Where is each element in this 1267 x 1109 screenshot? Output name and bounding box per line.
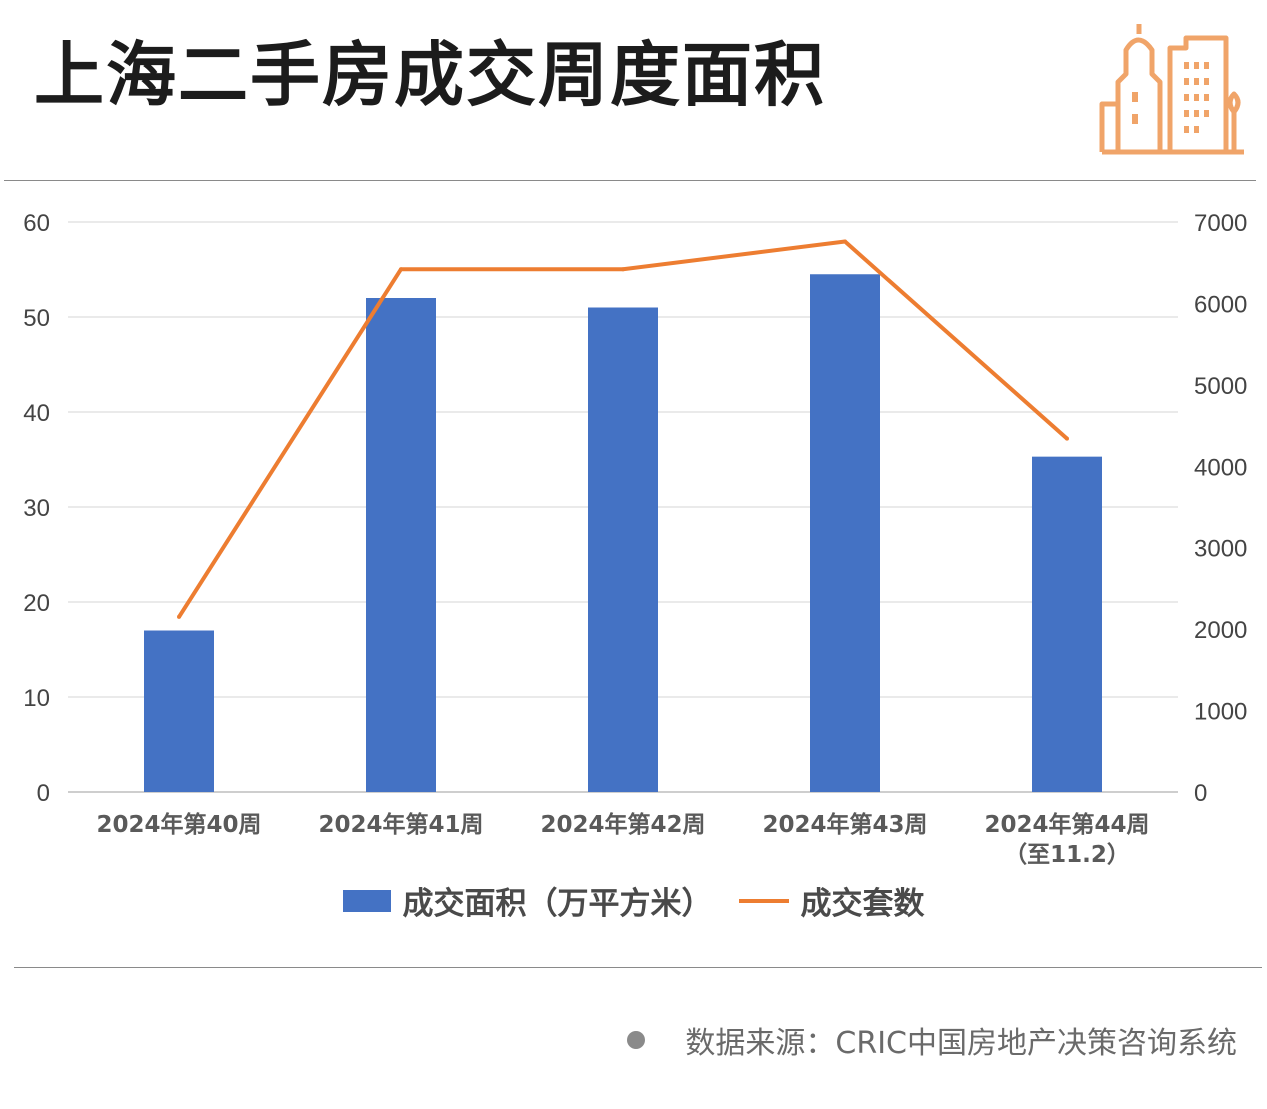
x-tick-label: （至11.2）: [1004, 841, 1130, 868]
source-note: 数据来源：CRIC中国房地产决策咨询系统: [627, 1018, 1237, 1062]
bar: [588, 307, 658, 792]
chart-legend: 成交面积（万平方米） 成交套数: [0, 878, 1267, 923]
legend-item-count: 成交套数: [738, 878, 925, 923]
x-tick-label: 2024年第41周: [318, 811, 483, 838]
legend-swatch-bar: [342, 889, 391, 912]
bottom-divider: [14, 967, 1262, 968]
y-left-tick-label: 50: [23, 305, 50, 332]
x-tick-label: 2024年第44周: [984, 811, 1149, 838]
bar: [366, 298, 436, 792]
line-point: [177, 614, 181, 619]
legend-label-count: 成交套数: [800, 886, 925, 922]
y-right-tick-label: 4000: [1194, 454, 1247, 481]
y-left-tick-label: 10: [23, 685, 50, 712]
y-left-tick-label: 30: [23, 495, 50, 522]
y-right-tick-label: 6000: [1194, 291, 1247, 318]
line-point: [843, 239, 847, 244]
y-left-tick-label: 20: [23, 590, 50, 617]
bar: [810, 274, 880, 792]
x-tick-label: 2024年第43周: [762, 811, 927, 838]
y-right-tick-label: 5000: [1194, 373, 1247, 400]
y-right-tick-label: 7000: [1194, 210, 1247, 237]
bullet-dot-icon: [627, 1031, 646, 1049]
y-left-tick-label: 40: [23, 400, 50, 427]
legend-swatch-line: [738, 898, 789, 903]
y-right-tick-label: 1000: [1194, 699, 1247, 726]
line-point: [399, 267, 403, 272]
page-title: 上海二手房成交周度面积: [34, 34, 826, 116]
y-right-tick-label: 3000: [1194, 536, 1247, 563]
legend-label-area: 成交面积（万平方米）: [402, 886, 713, 922]
y-right-tick-label: 2000: [1194, 617, 1247, 644]
y-right-tick-label: 0: [1194, 780, 1207, 807]
legend-item-area: 成交面积（万平方米）: [342, 878, 713, 923]
x-tick-label: 2024年第42周: [540, 811, 705, 838]
line-point: [1065, 436, 1069, 441]
bar: [144, 630, 214, 792]
top-divider: [4, 180, 1256, 181]
y-left-tick-label: 0: [37, 780, 50, 807]
bar: [1032, 456, 1102, 792]
city-buildings-icon: [1099, 24, 1244, 155]
chart: 0 10 20 30 40 50 60 0 1000 2000 3000 4000 5000 6000 70…: [23, 210, 1247, 868]
source-text: 数据来源：CRIC中国房地产决策咨询系统: [685, 1026, 1237, 1061]
x-tick-label: 2024年第40周: [96, 811, 261, 838]
y-left-tick-label: 60: [23, 210, 50, 237]
line-point: [621, 267, 625, 272]
